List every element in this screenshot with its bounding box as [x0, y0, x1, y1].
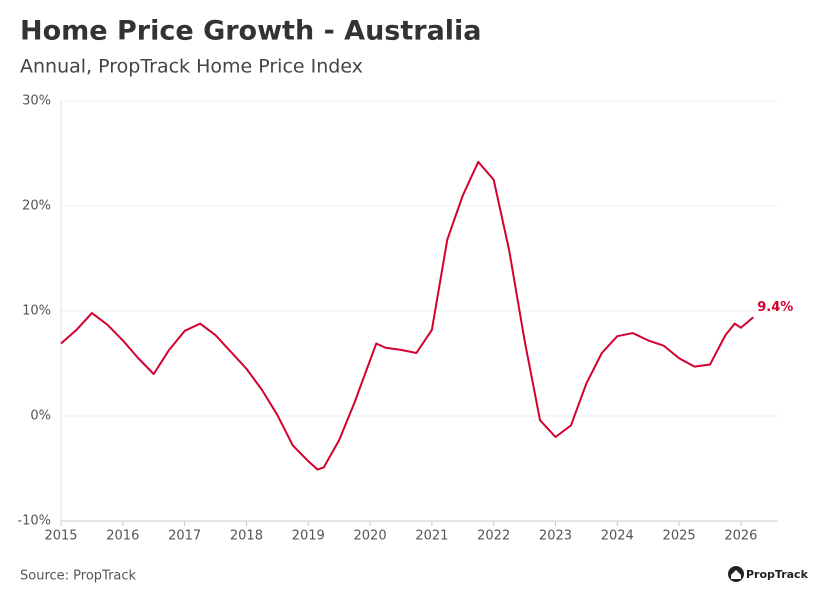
y-tick-label: 30%	[22, 94, 51, 109]
brand-logo: PropTrack	[728, 566, 809, 582]
brand-name: PropTrack	[746, 568, 809, 581]
x-tick-label: 2025	[663, 529, 696, 544]
x-tick-label: 2019	[292, 529, 325, 544]
x-tick-label: 2023	[539, 529, 572, 544]
x-tick-label: 2024	[601, 529, 634, 544]
x-tick-label: 2016	[106, 529, 139, 544]
x-tick-label: 2020	[354, 529, 387, 544]
x-tick-label: 2017	[168, 529, 201, 544]
x-tick-label: 2026	[724, 529, 757, 544]
line	[60, 160, 754, 471]
chart-subtitle: Annual, PropTrack Home Price Index	[20, 56, 363, 78]
x-tick-label: 2015	[44, 529, 77, 544]
x-tick-label: 2018	[230, 529, 263, 544]
x-tick-label: 2022	[477, 529, 510, 544]
y-tick-label: 0%	[30, 409, 51, 424]
source: Source: PropTrack	[20, 569, 137, 584]
y-tick-label: 10%	[22, 304, 51, 319]
x-tick-label: 2021	[415, 529, 448, 544]
y-tick-label: -10%	[17, 514, 51, 529]
chart-title: Home Price Growth - Australia	[20, 16, 482, 47]
data-label: 9.4%	[757, 300, 793, 315]
y-tick-label: 20%	[22, 199, 51, 214]
